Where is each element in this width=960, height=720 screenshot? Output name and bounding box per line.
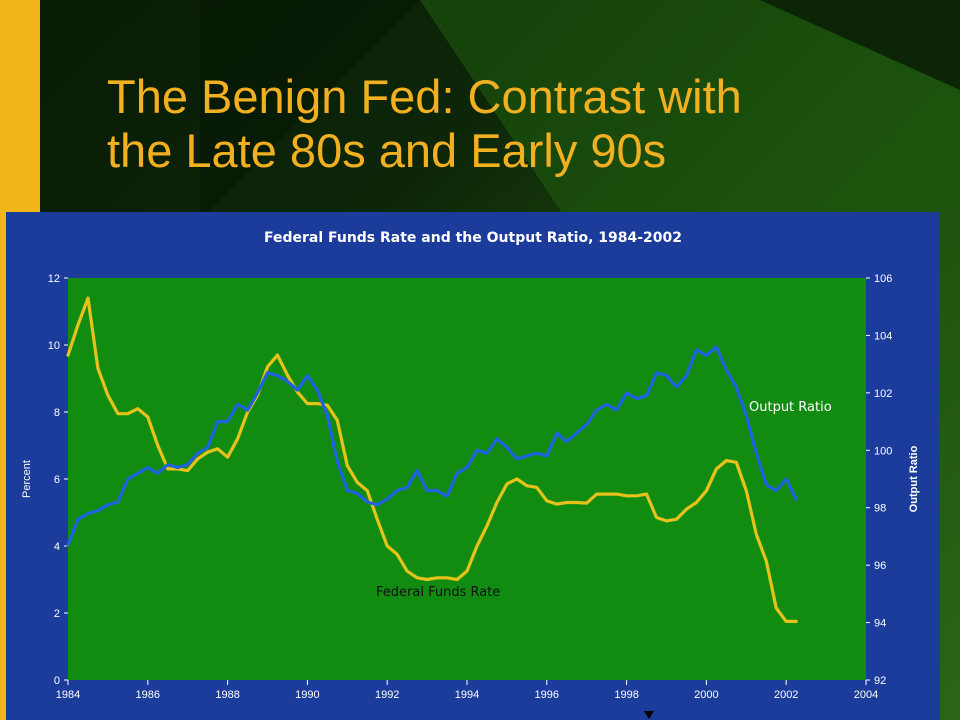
output-ratio-annotation: Output Ratio: [749, 400, 832, 415]
chart-canvas: Federal Funds Rate and the Output Ratio,…: [21, 230, 920, 701]
chart-title: Federal Funds Rate and the Output Ratio,…: [264, 230, 682, 246]
left-tick-label: 8: [54, 407, 60, 419]
slide-title: The Benign Fed: Contrast with the Late 8…: [107, 70, 907, 178]
x-tick-label: 1996: [535, 689, 559, 701]
right-tick-label: 92: [874, 675, 886, 687]
slide-title-line2: the Late 80s and Early 90s: [107, 124, 667, 177]
x-tick-label: 2002: [774, 689, 798, 701]
slide-title-line1: The Benign Fed: Contrast with: [107, 70, 742, 123]
x-tick-label: 2000: [694, 689, 718, 701]
x-tick-label: 1990: [295, 689, 319, 701]
chart-panel: Federal Funds Rate and the Output Ratio,…: [6, 212, 940, 720]
left-axis-ticks: 0 2 4 6 8 10 12: [48, 273, 68, 687]
right-tick-label: 94: [874, 618, 886, 630]
output-ratio-line: [66, 345, 798, 547]
plot-area: [68, 278, 866, 680]
right-axis-ticks: 92 94 96 98 100 102 104 106: [866, 273, 892, 687]
right-tick-label: 106: [874, 273, 892, 285]
right-tick-label: 100: [874, 445, 892, 457]
x-tick-label: 1988: [215, 689, 239, 701]
x-tick-label: 1986: [136, 689, 160, 701]
left-axis-label: Percent: [21, 460, 33, 498]
x-tick-label: 2004: [854, 689, 878, 701]
right-tick-label: 96: [874, 560, 886, 572]
right-tick-label: 98: [874, 503, 886, 515]
left-tick-label: 2: [54, 608, 60, 620]
right-tick-label: 102: [874, 388, 892, 400]
federal-funds-rate-annotation: Federal Funds Rate: [376, 585, 500, 600]
left-tick-label: 0: [54, 675, 60, 687]
x-tick-label: 1998: [614, 689, 638, 701]
navigation-marker-icon: [644, 711, 654, 719]
x-axis-ticks: 1984 1986 1988 1990 1992 1994 1996 1998 2000 2002…: [56, 680, 878, 701]
left-tick-label: 12: [48, 273, 60, 285]
x-tick-label: 1992: [375, 689, 399, 701]
federal-funds-rate-line: [66, 296, 798, 623]
left-tick-label: 10: [48, 340, 60, 352]
left-tick-label: 4: [54, 541, 60, 553]
series-lines: [66, 296, 798, 623]
left-tick-label: 6: [54, 474, 60, 486]
right-tick-label: 104: [874, 330, 892, 342]
x-tick-label: 1984: [56, 689, 80, 701]
x-tick-label: 1994: [455, 689, 479, 701]
right-axis-label: Output Ratio: [908, 445, 920, 512]
